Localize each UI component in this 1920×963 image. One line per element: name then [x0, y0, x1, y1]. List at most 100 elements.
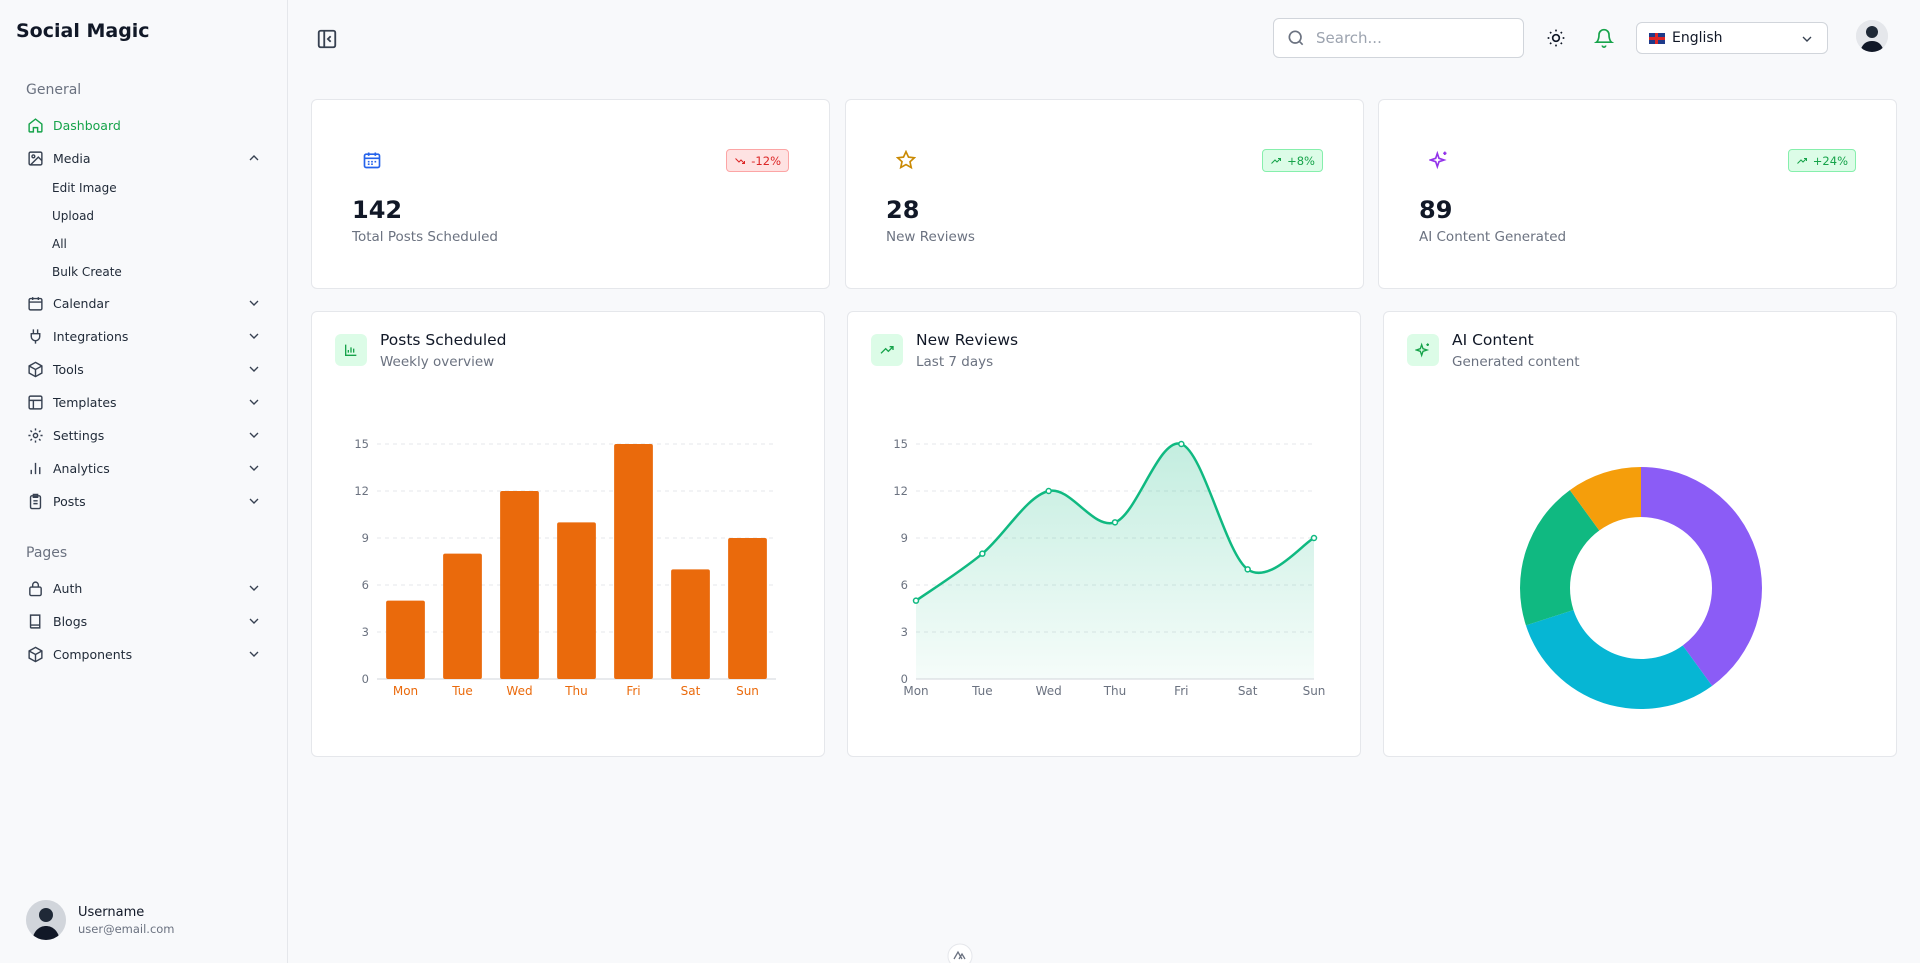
- sidebar-item-label: Components: [53, 646, 133, 662]
- stat-card-ai-content: +24% 89 AI Content Generated: [1378, 99, 1897, 289]
- x-tick-label: Fri: [1174, 684, 1188, 698]
- bar-fri: [614, 444, 653, 679]
- stat-label: New Reviews: [886, 229, 975, 245]
- chart-card-new-reviews: New Reviews Last 7 days 0 3 6 9 12 15 Mon Tue We…: [847, 311, 1361, 757]
- user-profile[interactable]: Username user@email.com: [26, 900, 175, 940]
- trending-up-icon: [1796, 157, 1807, 164]
- bar-wed: [500, 491, 539, 679]
- sidebar-item-label: Calendar: [53, 295, 110, 311]
- uk-flag-icon: [1649, 32, 1665, 44]
- donut-slice-3: [1520, 490, 1600, 626]
- sidebar: Social Magic General Dashboard Media Edi…: [0, 0, 288, 963]
- sidebar-subitem-upload[interactable]: Upload: [52, 209, 95, 223]
- language-label: English: [1672, 30, 1723, 46]
- plug-icon: [26, 327, 44, 345]
- language-select[interactable]: English: [1636, 22, 1828, 54]
- clipboard-icon: [26, 492, 44, 510]
- trending-up-icon: [871, 334, 903, 366]
- bar-sat: [671, 569, 710, 679]
- chart-title: Posts Scheduled: [380, 331, 507, 349]
- chart-subtitle: Last 7 days: [916, 354, 994, 370]
- sidebar-subitem-all[interactable]: All: [52, 237, 67, 251]
- sidebar-subitem-edit-image[interactable]: Edit Image: [52, 181, 117, 195]
- chart-card-ai-content: AI Content Generated content: [1383, 311, 1897, 757]
- y-tick-label: 15: [354, 437, 369, 451]
- search-box: [1273, 18, 1524, 58]
- sun-icon[interactable]: [1546, 28, 1566, 48]
- donut-slice-2: [1525, 609, 1713, 709]
- sidebar-item-integrations[interactable]: Integrations: [26, 324, 262, 348]
- stat-card-posts: -12% 142 Total Posts Scheduled: [311, 99, 830, 289]
- donut-chart: [1520, 467, 1762, 709]
- sidebar-item-label: Dashboard: [53, 117, 121, 133]
- sidebar-item-dashboard[interactable]: Dashboard: [26, 113, 262, 137]
- sidebar-item-label: Posts: [53, 493, 86, 509]
- header-avatar[interactable]: [1856, 20, 1888, 52]
- y-tick-label: 15: [893, 437, 908, 451]
- search-input[interactable]: [1316, 29, 1506, 47]
- sidebar-toggle-icon[interactable]: [316, 28, 338, 50]
- sidebar-item-label: Media: [53, 150, 91, 166]
- point-thu: [1111, 519, 1119, 526]
- sidebar-item-tools[interactable]: Tools: [26, 357, 262, 381]
- sidebar-item-templates[interactable]: Templates: [26, 390, 262, 414]
- sidebar-item-posts[interactable]: Posts: [26, 489, 262, 513]
- sidebar-item-label: Auth: [53, 580, 83, 596]
- stat-value: 89: [1419, 196, 1453, 224]
- sidebar-item-settings[interactable]: Settings: [26, 423, 262, 447]
- bar-tue: [443, 553, 482, 679]
- sidebar-item-label: Integrations: [53, 328, 129, 344]
- chart-card-posts-scheduled: Posts Scheduled Weekly overview 0 3 6 9 12 15…: [311, 311, 825, 757]
- avatar: [26, 900, 66, 940]
- sidebar-item-blogs[interactable]: Blogs: [26, 609, 262, 633]
- x-tick-label: Wed: [506, 684, 532, 698]
- point-fri: [1178, 440, 1185, 448]
- y-tick-label: 9: [362, 531, 369, 545]
- section-label-general: General: [26, 82, 82, 98]
- nuxt-logo-icon: [947, 943, 973, 963]
- image-icon: [26, 149, 44, 167]
- section-label-pages: Pages: [26, 545, 68, 561]
- chevron-down-icon: [249, 366, 259, 372]
- donut-slice-4: [1569, 467, 1641, 531]
- user-email: user@email.com: [78, 921, 175, 936]
- chevron-down-icon: [249, 465, 259, 471]
- sidebar-item-analytics[interactable]: Analytics: [26, 456, 262, 480]
- user-name: Username: [78, 904, 145, 920]
- star-icon: [896, 150, 916, 170]
- y-tick-label: 12: [354, 484, 369, 498]
- chevron-down-icon: [249, 333, 259, 339]
- y-tick-label: 0: [901, 672, 908, 686]
- bell-icon[interactable]: [1594, 28, 1614, 48]
- sidebar-item-calendar[interactable]: Calendar: [26, 291, 262, 315]
- chevron-down-icon: [249, 498, 259, 504]
- point-mon: [912, 597, 920, 604]
- chevron-down-icon: [249, 618, 259, 624]
- chart-title: AI Content: [1452, 331, 1534, 349]
- gear-icon: [26, 426, 44, 444]
- y-tick-label: 3: [362, 625, 369, 639]
- x-tick-label: Sat: [1238, 684, 1258, 698]
- sidebar-item-components[interactable]: Components: [26, 642, 262, 666]
- x-tick-label: Tue: [971, 684, 993, 698]
- stat-label: Total Posts Scheduled: [352, 229, 498, 245]
- donut-slice-1: [1641, 467, 1762, 686]
- stat-value: 142: [352, 196, 403, 224]
- point-wed: [1045, 487, 1052, 495]
- x-tick-label: Mon: [903, 684, 928, 698]
- sparkles-icon: [1407, 334, 1439, 366]
- lock-icon: [26, 579, 44, 597]
- sidebar-item-label: Blogs: [53, 613, 88, 629]
- sidebar-item-auth[interactable]: Auth: [26, 576, 262, 600]
- chevron-up-icon: [249, 155, 259, 161]
- chevron-down-icon: [249, 300, 259, 306]
- y-tick-label: 12: [893, 484, 908, 498]
- trending-up-icon: [1271, 157, 1282, 164]
- box-icon: [26, 645, 44, 663]
- sidebar-item-label: Settings: [53, 427, 105, 443]
- sidebar-subitem-bulk-create[interactable]: Bulk Create: [52, 265, 122, 279]
- point-tue: [979, 550, 986, 557]
- trend-badge: +24%: [1787, 149, 1856, 172]
- sidebar-item-media[interactable]: Media: [26, 146, 262, 170]
- x-tick-label: Sun: [1303, 684, 1326, 698]
